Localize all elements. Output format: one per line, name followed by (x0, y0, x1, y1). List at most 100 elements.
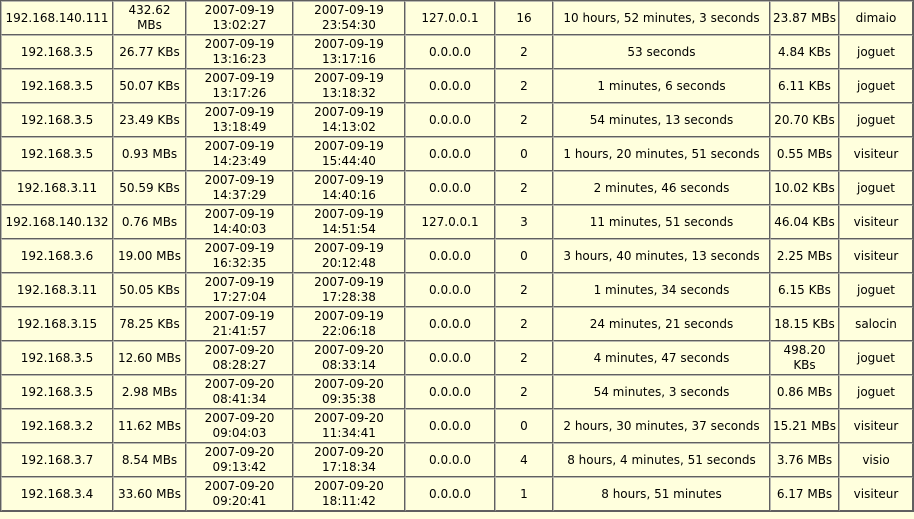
table-cell: 0.0.0.0 (405, 477, 495, 511)
table-cell: 192.168.3.5 (1, 341, 113, 375)
table-row: 192.168.3.15 78.25 KBs 2007-09-19 21:41:57… (1, 307, 913, 341)
table-cell: 0.0.0.0 (405, 409, 495, 443)
table-row: 192.168.3.2 11.62 MBs 2007-09-20 09:04:03 2… (1, 409, 913, 443)
table-cell: 2 hours, 30 minutes, 37 seconds (553, 409, 770, 443)
table-cell: 2 minutes, 46 seconds (553, 171, 770, 205)
table-cell: 2007-09-20 09:04:03 (186, 409, 293, 443)
table-cell: 127.0.0.1 (405, 1, 495, 35)
table-cell: 2007-09-19 14:51:54 (293, 205, 405, 239)
table-cell: 2007-09-19 21:41:57 (186, 307, 293, 341)
table-cell: joguet (839, 171, 913, 205)
table-row: 192.168.3.5 23.49 KBs 2007-09-19 13:18:49 2… (1, 103, 913, 137)
table-cell: 19.00 MBs (113, 239, 186, 273)
table-cell: 8.54 MBs (113, 443, 186, 477)
table-row: 192.168.3.5 12.60 MBs 2007-09-20 08:28:27 2… (1, 341, 913, 375)
table-cell: 432.62 MBs (113, 1, 186, 35)
table-cell: 0.76 MBs (113, 205, 186, 239)
table-cell: joguet (839, 35, 913, 69)
table-cell: 2007-09-19 16:32:35 (186, 239, 293, 273)
table-cell: 0.0.0.0 (405, 307, 495, 341)
table-cell: 23.49 KBs (113, 103, 186, 137)
table-cell: 2007-09-20 09:13:42 (186, 443, 293, 477)
table-cell: 3 hours, 40 minutes, 13 seconds (553, 239, 770, 273)
table-cell: 192.168.3.4 (1, 477, 113, 511)
table-cell: 2007-09-20 08:41:34 (186, 375, 293, 409)
table-cell: 24 minutes, 21 seconds (553, 307, 770, 341)
table-cell: 2 (495, 375, 553, 409)
table-cell: 33.60 MBs (113, 477, 186, 511)
table-cell: 192.168.3.11 (1, 171, 113, 205)
table-cell: 2007-09-20 09:20:41 (186, 477, 293, 511)
table-cell: 2 (495, 69, 553, 103)
table-cell: 192.168.3.5 (1, 69, 113, 103)
table-cell: 498.20 KBs (770, 341, 839, 375)
table-row: 192.168.3.5 0.93 MBs 2007-09-19 14:23:49 20… (1, 137, 913, 171)
table-cell: 0.0.0.0 (405, 443, 495, 477)
table-cell: 2007-09-19 14:13:02 (293, 103, 405, 137)
table-cell: 46.04 KBs (770, 205, 839, 239)
table-cell: 12.60 MBs (113, 341, 186, 375)
table-cell: joguet (839, 103, 913, 137)
table-cell: 4.84 KBs (770, 35, 839, 69)
table-cell: 50.59 KBs (113, 171, 186, 205)
table-cell: 10 hours, 52 minutes, 3 seconds (553, 1, 770, 35)
table-cell: 2.25 MBs (770, 239, 839, 273)
table-cell: dimaio (839, 1, 913, 35)
table-cell: 2.98 MBs (113, 375, 186, 409)
table-cell: 0 (495, 137, 553, 171)
table-cell: 53 seconds (553, 35, 770, 69)
table-cell: 2007-09-20 17:18:34 (293, 443, 405, 477)
table-cell: 2 (495, 341, 553, 375)
table-row: 192.168.140.111 432.62 MBs 2007-09-19 13:0… (1, 1, 913, 35)
table-cell: 1 minutes, 34 seconds (553, 273, 770, 307)
table-cell: 54 minutes, 3 seconds (553, 375, 770, 409)
table-cell: 11.62 MBs (113, 409, 186, 443)
table-cell: visiteur (839, 409, 913, 443)
table-cell: 11 minutes, 51 seconds (553, 205, 770, 239)
table-cell: 192.168.3.5 (1, 103, 113, 137)
table-cell: salocin (839, 307, 913, 341)
table-cell: 1 minutes, 6 seconds (553, 69, 770, 103)
table-cell: 54 minutes, 13 seconds (553, 103, 770, 137)
table-cell: 0.0.0.0 (405, 137, 495, 171)
table-cell: 0.0.0.0 (405, 103, 495, 137)
table-cell: 2007-09-20 08:28:27 (186, 341, 293, 375)
table-cell: 2 (495, 35, 553, 69)
table-cell: 2007-09-19 13:17:26 (186, 69, 293, 103)
table-cell: 2007-09-19 13:16:23 (186, 35, 293, 69)
table-cell: visiteur (839, 205, 913, 239)
table-cell: 0.0.0.0 (405, 375, 495, 409)
table-row: 192.168.3.4 33.60 MBs 2007-09-20 09:20:41 2… (1, 477, 913, 511)
table-cell: 2007-09-19 13:02:27 (186, 1, 293, 35)
table-row: 192.168.3.6 19.00 MBs 2007-09-19 16:32:35 2… (1, 239, 913, 273)
table-row: 192.168.3.5 50.07 KBs 2007-09-19 13:17:26 2… (1, 69, 913, 103)
table-cell: 0.0.0.0 (405, 239, 495, 273)
table-cell: visiteur (839, 239, 913, 273)
table-cell: 10.02 KBs (770, 171, 839, 205)
table-cell: 1 hours, 20 minutes, 51 seconds (553, 137, 770, 171)
table-cell: 192.168.3.6 (1, 239, 113, 273)
table-cell: 2 (495, 171, 553, 205)
table-cell: 15.21 MBs (770, 409, 839, 443)
table-cell: 2007-09-20 09:35:38 (293, 375, 405, 409)
table-cell: 18.15 KBs (770, 307, 839, 341)
table-cell: 0.0.0.0 (405, 171, 495, 205)
table-cell: 192.168.3.5 (1, 137, 113, 171)
table-cell: 192.168.3.5 (1, 35, 113, 69)
table-cell: 2 (495, 273, 553, 307)
table-cell: 2007-09-20 08:33:14 (293, 341, 405, 375)
table-cell: 2007-09-19 23:54:30 (293, 1, 405, 35)
table-cell: 192.168.3.11 (1, 273, 113, 307)
table-cell: 0.0.0.0 (405, 273, 495, 307)
table-cell: 2007-09-19 17:27:04 (186, 273, 293, 307)
table-cell: 0.0.0.0 (405, 341, 495, 375)
table-cell: 0.0.0.0 (405, 35, 495, 69)
table-cell: 192.168.3.15 (1, 307, 113, 341)
table-cell: 6.11 KBs (770, 69, 839, 103)
table-cell: 2007-09-19 17:28:38 (293, 273, 405, 307)
table-cell: 2 (495, 103, 553, 137)
table-cell: 2007-09-19 22:06:18 (293, 307, 405, 341)
table-cell: 2007-09-19 13:18:49 (186, 103, 293, 137)
